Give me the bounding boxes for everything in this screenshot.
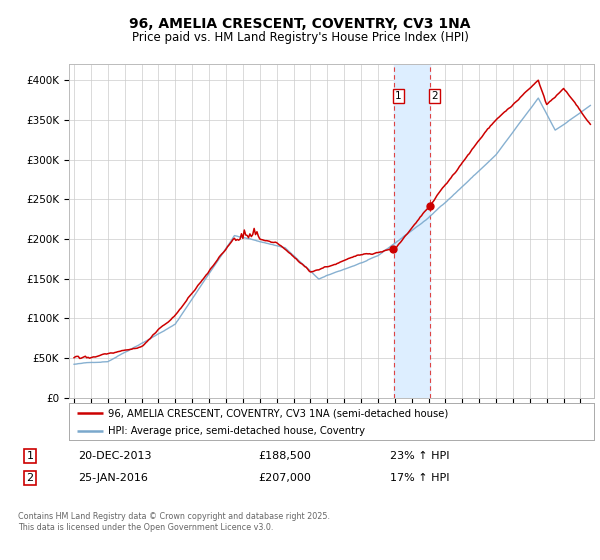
- Text: Contains HM Land Registry data © Crown copyright and database right 2025.
This d: Contains HM Land Registry data © Crown c…: [18, 512, 330, 532]
- Text: 96, AMELIA CRESCENT, COVENTRY, CV3 1NA (semi-detached house): 96, AMELIA CRESCENT, COVENTRY, CV3 1NA (…: [109, 408, 449, 418]
- Text: HPI: Average price, semi-detached house, Coventry: HPI: Average price, semi-detached house,…: [109, 426, 365, 436]
- Text: 20-DEC-2013: 20-DEC-2013: [78, 451, 151, 461]
- Text: 17% ↑ HPI: 17% ↑ HPI: [390, 473, 449, 483]
- Text: 1: 1: [395, 91, 401, 101]
- Text: 2: 2: [26, 473, 34, 483]
- Text: £207,000: £207,000: [258, 473, 311, 483]
- Text: 96, AMELIA CRESCENT, COVENTRY, CV3 1NA: 96, AMELIA CRESCENT, COVENTRY, CV3 1NA: [129, 17, 471, 31]
- Text: £188,500: £188,500: [258, 451, 311, 461]
- Text: Price paid vs. HM Land Registry's House Price Index (HPI): Price paid vs. HM Land Registry's House …: [131, 31, 469, 44]
- Text: 1: 1: [26, 451, 34, 461]
- Text: 2: 2: [431, 91, 437, 101]
- Text: 25-JAN-2016: 25-JAN-2016: [78, 473, 148, 483]
- Text: 23% ↑ HPI: 23% ↑ HPI: [390, 451, 449, 461]
- Bar: [394, 64, 430, 398]
